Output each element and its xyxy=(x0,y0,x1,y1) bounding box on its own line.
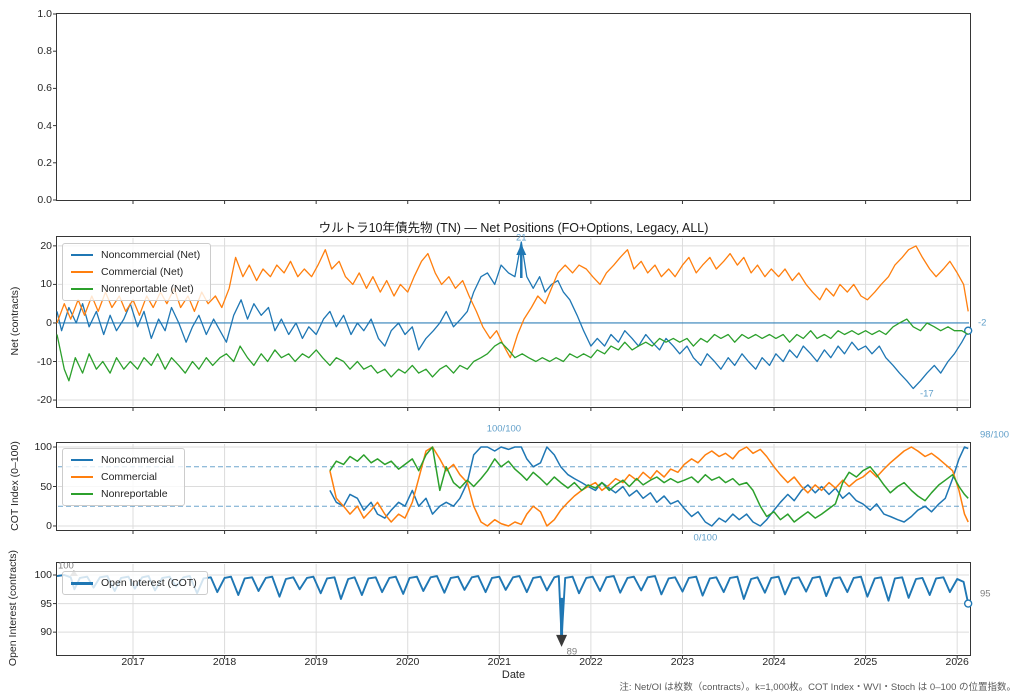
y-axis-label-open-interest: Open Interest (contracts) xyxy=(7,549,19,667)
x-tick-label: 2019 xyxy=(304,656,328,668)
x-tick-label: 2021 xyxy=(487,656,511,668)
legend-open-interest: Open Interest (COT) xyxy=(62,571,208,595)
legend-item: Noncommercial (Net) xyxy=(71,249,200,261)
y-tick-label: 0.8 xyxy=(37,45,52,58)
y-tick-label: 0.4 xyxy=(37,119,52,132)
legend-label: Nonreportable (Net) xyxy=(101,283,194,295)
legend-label: Nonreportable xyxy=(101,488,168,500)
chart-title: ウルトラ10年債先物 (TN) — Net Positions (FO+Opti… xyxy=(318,221,709,235)
x-tick-label: 2025 xyxy=(853,656,878,668)
legend-item: Nonreportable xyxy=(71,488,174,500)
legend-net-positions: Noncommercial (Net) Commercial (Net) Non… xyxy=(62,243,212,301)
annotation-98-100: 98/100 xyxy=(980,429,1010,441)
annotation--2: -2 xyxy=(978,317,987,329)
legend-item: Open Interest (COT) xyxy=(71,577,197,589)
annotation-95: 95 xyxy=(980,588,991,600)
legend-label: Commercial xyxy=(101,471,158,483)
y-tick-label: 1.0 xyxy=(37,8,52,20)
legend-cot-index: Noncommercial Commercial Nonreportable xyxy=(62,448,185,506)
x-tick-label: 2026 xyxy=(945,656,969,668)
legend-label: Open Interest (COT) xyxy=(101,577,197,589)
y-tick-label: 90 xyxy=(40,626,52,639)
legend-line-swatch xyxy=(71,254,93,256)
legend-line-swatch xyxy=(71,459,93,461)
x-tick-label: 2024 xyxy=(762,656,786,668)
panel-cot-index xyxy=(56,442,971,531)
x-tick-label: 2023 xyxy=(670,656,695,668)
legend-item: Nonreportable (Net) xyxy=(71,283,200,295)
y-tick-label: 0.2 xyxy=(37,156,52,169)
x-tick-label: 2018 xyxy=(212,656,237,668)
legend-line-swatch xyxy=(71,493,93,495)
y-tick-label: 0.6 xyxy=(37,82,52,95)
legend-item: Noncommercial xyxy=(71,454,174,466)
legend-label: Noncommercial (Net) xyxy=(101,249,201,261)
y-tick-label: -20 xyxy=(36,394,52,407)
legend-item: Commercial xyxy=(71,471,174,483)
y-tick-label: 50 xyxy=(40,480,52,493)
y-tick-label: 100 xyxy=(34,569,52,581)
x-tick-label: 2020 xyxy=(396,656,420,668)
legend-item: Commercial (Net) xyxy=(71,266,200,278)
x-tick-label: 2017 xyxy=(121,656,145,668)
y-tick-label: -10 xyxy=(36,355,52,368)
legend-label: Commercial (Net) xyxy=(101,266,184,278)
annotation-100-100: 100/100 xyxy=(486,423,522,435)
legend-line-swatch xyxy=(71,581,93,585)
legend-line-swatch xyxy=(71,271,93,273)
annotation--17: -17 xyxy=(919,388,934,400)
legend-line-swatch xyxy=(71,288,93,290)
y-tick-label: 0 xyxy=(46,316,52,329)
annotation-89: 89 xyxy=(566,646,578,658)
y-tick-label: 0 xyxy=(46,519,52,532)
y-tick-label: 100 xyxy=(34,441,52,454)
x-tick-label: 2022 xyxy=(579,656,603,668)
footnote: 注: Net/OI は枚数（contracts）。k=1,000枚。COT In… xyxy=(619,682,1016,693)
y-tick-label: 10 xyxy=(40,278,52,291)
legend-line-swatch xyxy=(71,476,93,478)
panel-empty xyxy=(56,13,971,201)
y-tick-label: 20 xyxy=(40,239,52,252)
legend-label: Noncommercial xyxy=(101,454,174,466)
annotation-0-100: 0/100 xyxy=(693,532,718,544)
y-tick-label: 0.0 xyxy=(37,194,52,206)
y-axis-label-net: Net (contracts) xyxy=(9,286,21,356)
annotation-21: 21 xyxy=(515,232,527,244)
annotation-100: 100 xyxy=(57,560,74,572)
x-axis-label: Date xyxy=(501,669,526,681)
y-tick-label: 95 xyxy=(40,597,52,610)
